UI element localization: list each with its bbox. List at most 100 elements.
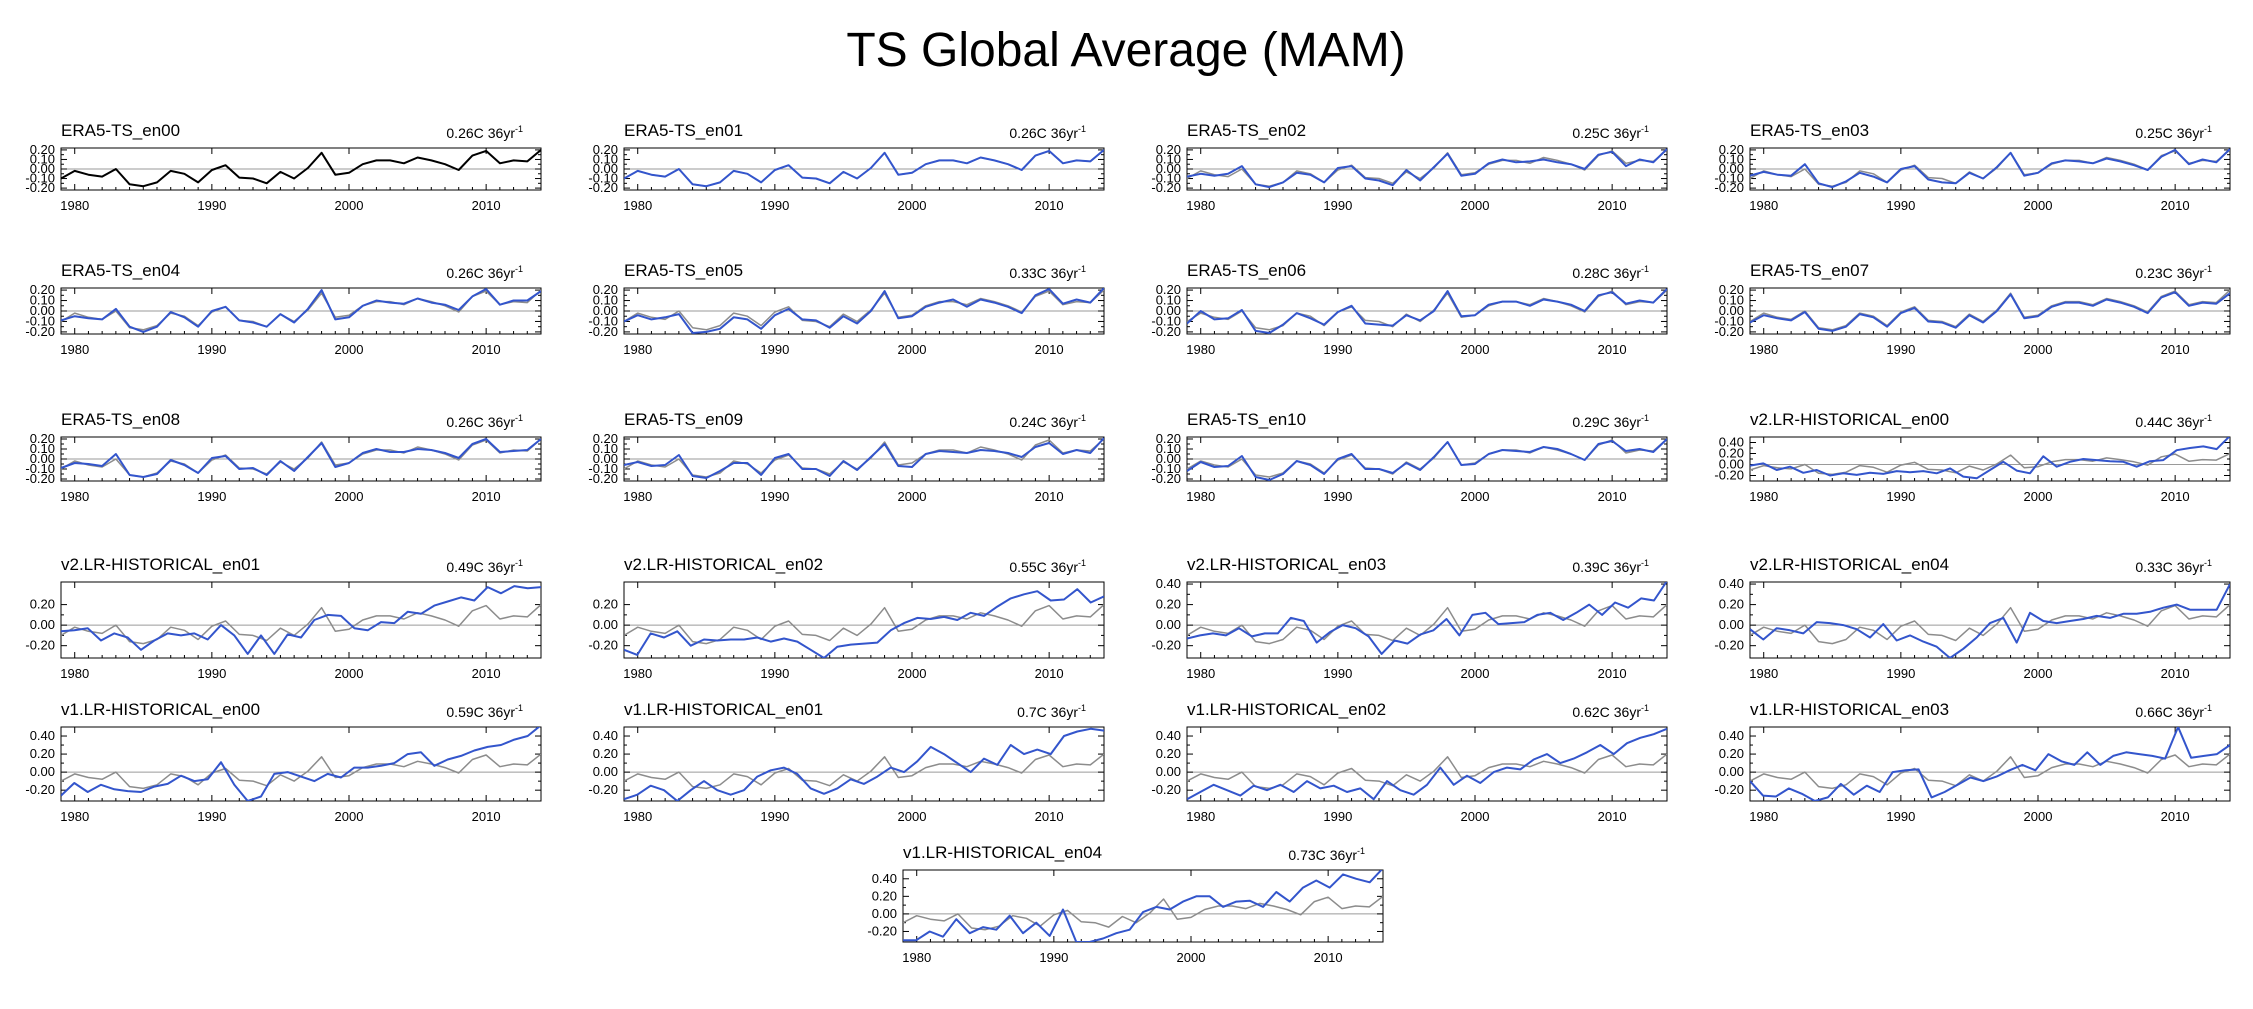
y-tick-label: 0.20 [1719,597,1744,612]
y-tick-label: 0.20 [593,431,618,446]
y-tick-label: 0.40 [1719,576,1744,591]
x-tick-label: 1990 [197,198,226,213]
x-tick-label: 1980 [1186,342,1215,357]
y-tick-label: 0.10 [1156,151,1181,166]
series-line-ensemble [624,288,1104,334]
panel-trend: 0.39C 36yr-1 [1572,558,1649,575]
y-tick-label: -0.20 [25,180,55,195]
panel-trend: 0.23C 36yr-1 [2135,264,2212,281]
trend-value: 0.7C [1017,704,1047,720]
trend-unit: 36yr [1614,414,1642,430]
y-tick-label: 0.00 [1156,303,1181,318]
x-tick-label: 1990 [1886,198,1915,213]
x-tick-label: 2010 [1598,666,1627,681]
series-line-ensemble [903,870,1383,942]
y-tick-label: -0.10 [588,461,618,476]
y-tick-label: 0.00 [1719,303,1744,318]
series-line-ensemble [1750,291,2230,332]
x-tick-label: 2000 [2024,809,2053,824]
panel-title: ERA5-TS_en09 [624,410,743,429]
series-line-ensemble [624,149,1104,188]
y-tick-label: -0.10 [1714,171,1744,186]
y-tick-label: 0.00 [593,161,618,176]
y-tick-label: 0.10 [593,441,618,456]
series-line-ensemble [61,585,541,655]
trend-unit: 36yr [2177,414,2205,430]
trend-unit: 36yr [1614,559,1642,575]
x-tick-label: 2000 [335,666,364,681]
y-tick-label: 0.00 [1156,161,1181,176]
panel-trend: 0.26C 36yr-1 [1009,124,1086,141]
y-tick-label: 0.40 [593,728,618,743]
x-tick-label: 1980 [1749,809,1778,824]
trend-value: 0.33C [2135,559,2172,575]
x-tick-label: 1990 [1323,198,1352,213]
trend-unit: 36yr [1051,125,1079,141]
trend-value: 0.26C [446,414,483,430]
axes-box [1186,726,1668,802]
trend-value: 0.23C [2135,265,2172,281]
trend-exponent: -1 [1078,264,1086,274]
axes-box [1749,581,2231,659]
series-line-ensemble [1187,148,1667,189]
panel-trend: 0.25C 36yr-1 [1572,124,1649,141]
trend-unit: 36yr [488,704,516,720]
panel-title: ERA5-TS_en07 [1750,261,1869,280]
trend-exponent: -1 [1641,264,1649,274]
trend-value: 0.26C [446,125,483,141]
x-tick-label: 1980 [1749,342,1778,357]
trend-unit: 36yr [1330,847,1358,863]
panel-title: ERA5-TS_en00 [61,121,180,140]
panel-v2.LR-HISTORICAL_en03: v2.LR-HISTORICAL_en03 0.39C 36yr-1 -0.20 0.0… [1151,555,1668,681]
trend-exponent: -1 [515,124,523,134]
y-tick-label: 0.20 [1719,746,1744,761]
panel-trend: 0.59C 36yr-1 [446,703,523,720]
panel-v1.LR-HISTORICAL_en03: v1.LR-HISTORICAL_en03 0.66C 36yr-1 -0.20 0.0… [1714,700,2231,824]
y-tick-label: 0.20 [1156,431,1181,446]
panel-ERA5-TS_en03: ERA5-TS_en03 0.25C 36yr-1 -0.20-0.100.000.1… [1714,121,2231,213]
y-tick-label: 0.10 [30,441,55,456]
trend-value: 0.62C [1572,704,1609,720]
x-tick-label: 1980 [902,950,931,965]
y-tick-label: -0.20 [867,923,897,938]
series-line-ensemble [61,727,541,801]
x-tick-label: 2000 [898,489,927,504]
x-tick-label: 2010 [1035,809,1064,824]
y-tick-label: -0.10 [1714,313,1744,328]
panel-ERA5-TS_en01: ERA5-TS_en01 0.26C 36yr-1 -0.20-0.100.000.1… [588,121,1105,213]
x-tick-label: 1980 [1186,489,1215,504]
y-tick-label: -0.20 [1151,324,1181,339]
trend-value: 0.29C [1572,414,1609,430]
y-tick-label: -0.20 [25,638,55,653]
y-tick-label: 0.10 [1719,151,1744,166]
trend-value: 0.44C [2135,414,2172,430]
series-line-ensemble [1750,437,2230,480]
y-tick-label: 0.20 [1719,446,1744,461]
series-line-ensemble [1187,727,1667,801]
series-line-ensemble [1750,583,2230,658]
x-tick-label: 2000 [335,198,364,213]
x-tick-label: 2000 [335,809,364,824]
x-tick-label: 1980 [623,666,652,681]
panel-ERA5-TS_en09: ERA5-TS_en09 0.24C 36yr-1 -0.20-0.100.000.1… [588,410,1105,504]
series-line-ensemble [1187,288,1667,334]
trend-unit: 36yr [1614,265,1642,281]
panel-v2.LR-HISTORICAL_en02: v2.LR-HISTORICAL_en02 0.55C 36yr-1 -0.20 0.0… [588,555,1105,681]
trend-unit: 36yr [1051,559,1079,575]
y-tick-label: 0.20 [1719,142,1744,157]
panel-ERA5-TS_en10: ERA5-TS_en10 0.29C 36yr-1 -0.20-0.100.000.1… [1151,410,1668,504]
x-tick-label: 1980 [1186,198,1215,213]
x-tick-label: 1980 [60,489,89,504]
panel-title: ERA5-TS_en02 [1187,121,1306,140]
panel-title: ERA5-TS_en05 [624,261,743,280]
series-line-ensemble [1750,727,2230,801]
panels: ERA5-TS_en00 0.26C 36yr-1-0.20-0.100.000.1… [25,121,2231,965]
series-line-reference [1750,604,2230,645]
x-tick-label: 2000 [1461,198,1490,213]
trend-exponent: -1 [515,413,523,423]
panel-title: v1.LR-HISTORICAL_en00 [61,700,260,719]
trend-exponent: -1 [1078,703,1086,713]
panel-trend: 0.26C 36yr-1 [446,413,523,430]
trend-value: 0.25C [2135,125,2172,141]
axes-box [1749,726,2231,802]
